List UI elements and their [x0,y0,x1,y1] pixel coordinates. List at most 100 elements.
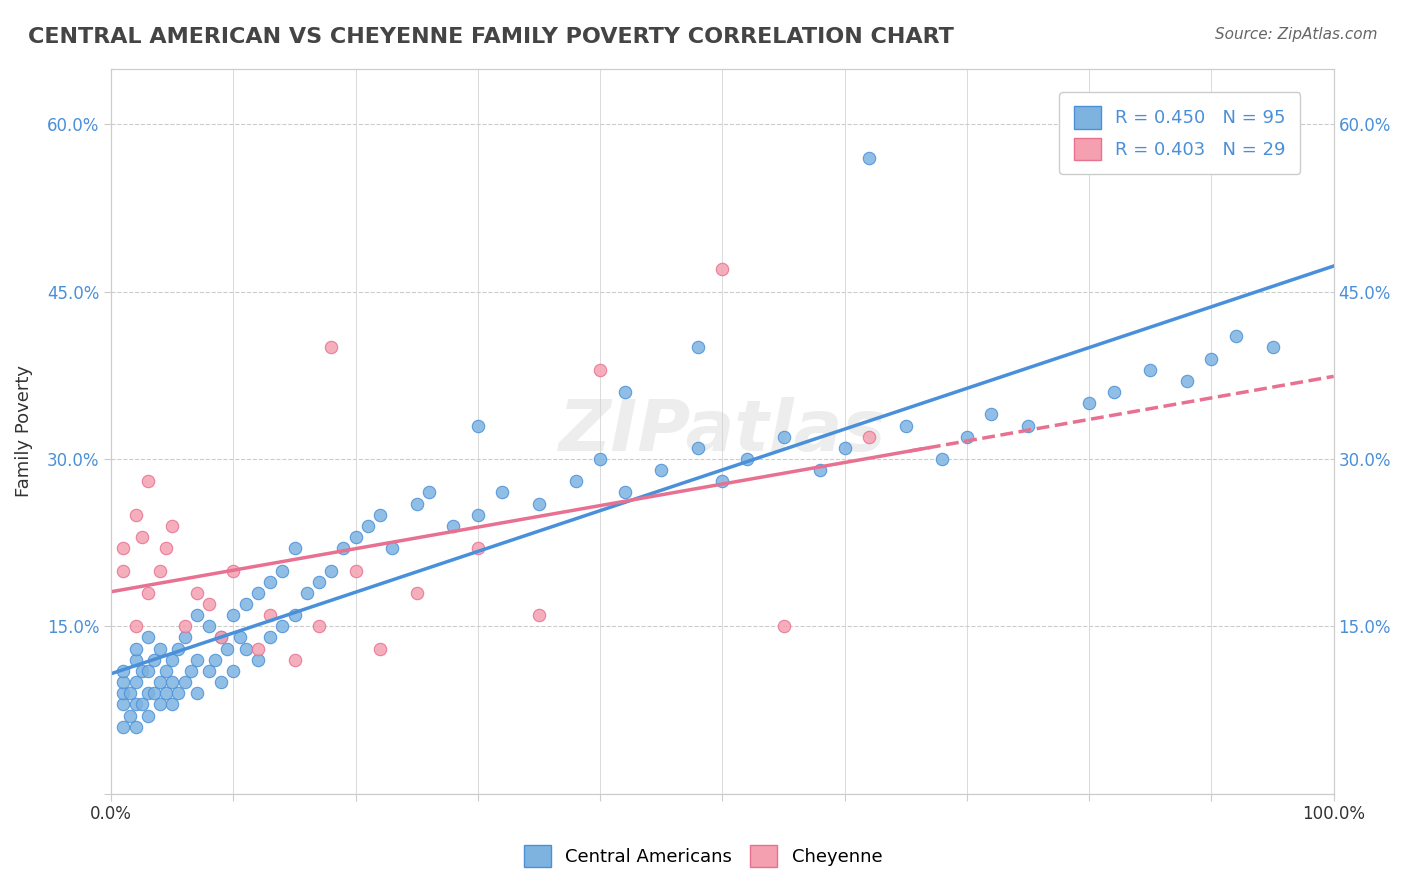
Point [284,608,307,623]
Point [1078,396,1101,410]
Point [118,708,141,723]
Point [613,385,636,400]
Point [527,608,550,623]
Point [209,631,232,645]
Point [956,430,979,444]
Point [613,485,636,500]
Point [112,698,135,712]
Point [149,564,172,578]
Point [217,641,239,656]
Point [332,541,354,556]
Point [284,541,307,556]
Point [467,541,489,556]
Point [772,619,794,633]
Point [271,564,294,578]
Point [131,698,153,712]
Point [162,653,184,667]
Point [162,519,184,533]
Point [149,641,172,656]
Point [368,641,391,656]
Point [124,720,146,734]
Text: Source: ZipAtlas.com: Source: ZipAtlas.com [1215,27,1378,42]
Point [131,530,153,544]
Point [467,508,489,522]
Point [772,430,794,444]
Point [131,664,153,678]
Point [711,475,734,489]
Point [173,631,195,645]
Point [228,631,250,645]
Point [124,653,146,667]
Point [246,653,269,667]
Point [357,519,380,533]
Point [112,675,135,690]
Point [136,586,159,600]
Point [259,608,281,623]
Point [222,564,245,578]
Point [204,653,226,667]
Point [271,619,294,633]
Point [1261,340,1284,354]
Point [112,564,135,578]
Legend: R = 0.450   N = 95, R = 0.403   N = 29: R = 0.450 N = 95, R = 0.403 N = 29 [1059,92,1301,174]
Point [381,541,404,556]
Point [443,519,465,533]
Point [491,485,513,500]
Point [1102,385,1125,400]
Point [173,675,195,690]
Point [321,564,343,578]
Point [735,452,758,467]
Point [209,675,232,690]
Point [1175,374,1198,388]
Point [162,698,184,712]
Point [136,664,159,678]
Point [308,619,330,633]
Point [527,497,550,511]
Point [124,698,146,712]
Point [308,574,330,589]
Point [180,664,202,678]
Point [167,686,190,700]
Point [136,686,159,700]
Point [124,619,146,633]
Point [198,597,221,611]
Point [222,664,245,678]
Point [1225,329,1247,343]
Point [112,664,135,678]
Point [162,675,184,690]
Point [124,508,146,522]
Point [112,686,135,700]
Point [259,631,281,645]
Point [1017,418,1039,433]
Point [112,541,135,556]
Point [564,475,586,489]
Point [858,151,880,165]
Point [124,675,146,690]
Point [155,686,177,700]
Point [246,586,269,600]
Point [136,708,159,723]
Point [344,530,367,544]
Point [155,541,177,556]
Point [143,653,166,667]
Point [186,586,208,600]
Point [143,686,166,700]
Point [650,463,672,477]
Point [931,452,953,467]
Point [686,441,709,455]
Point [235,597,257,611]
Point [858,430,880,444]
Point [149,698,172,712]
Point [589,363,612,377]
Point [186,608,208,623]
Point [295,586,318,600]
Point [186,686,208,700]
Point [418,485,440,500]
Point [405,497,427,511]
Y-axis label: Family Poverty: Family Poverty [15,365,32,497]
Point [980,408,1002,422]
Legend: Central Americans, Cheyenne: Central Americans, Cheyenne [516,838,890,874]
Point [368,508,391,522]
Point [209,631,232,645]
Point [112,720,135,734]
